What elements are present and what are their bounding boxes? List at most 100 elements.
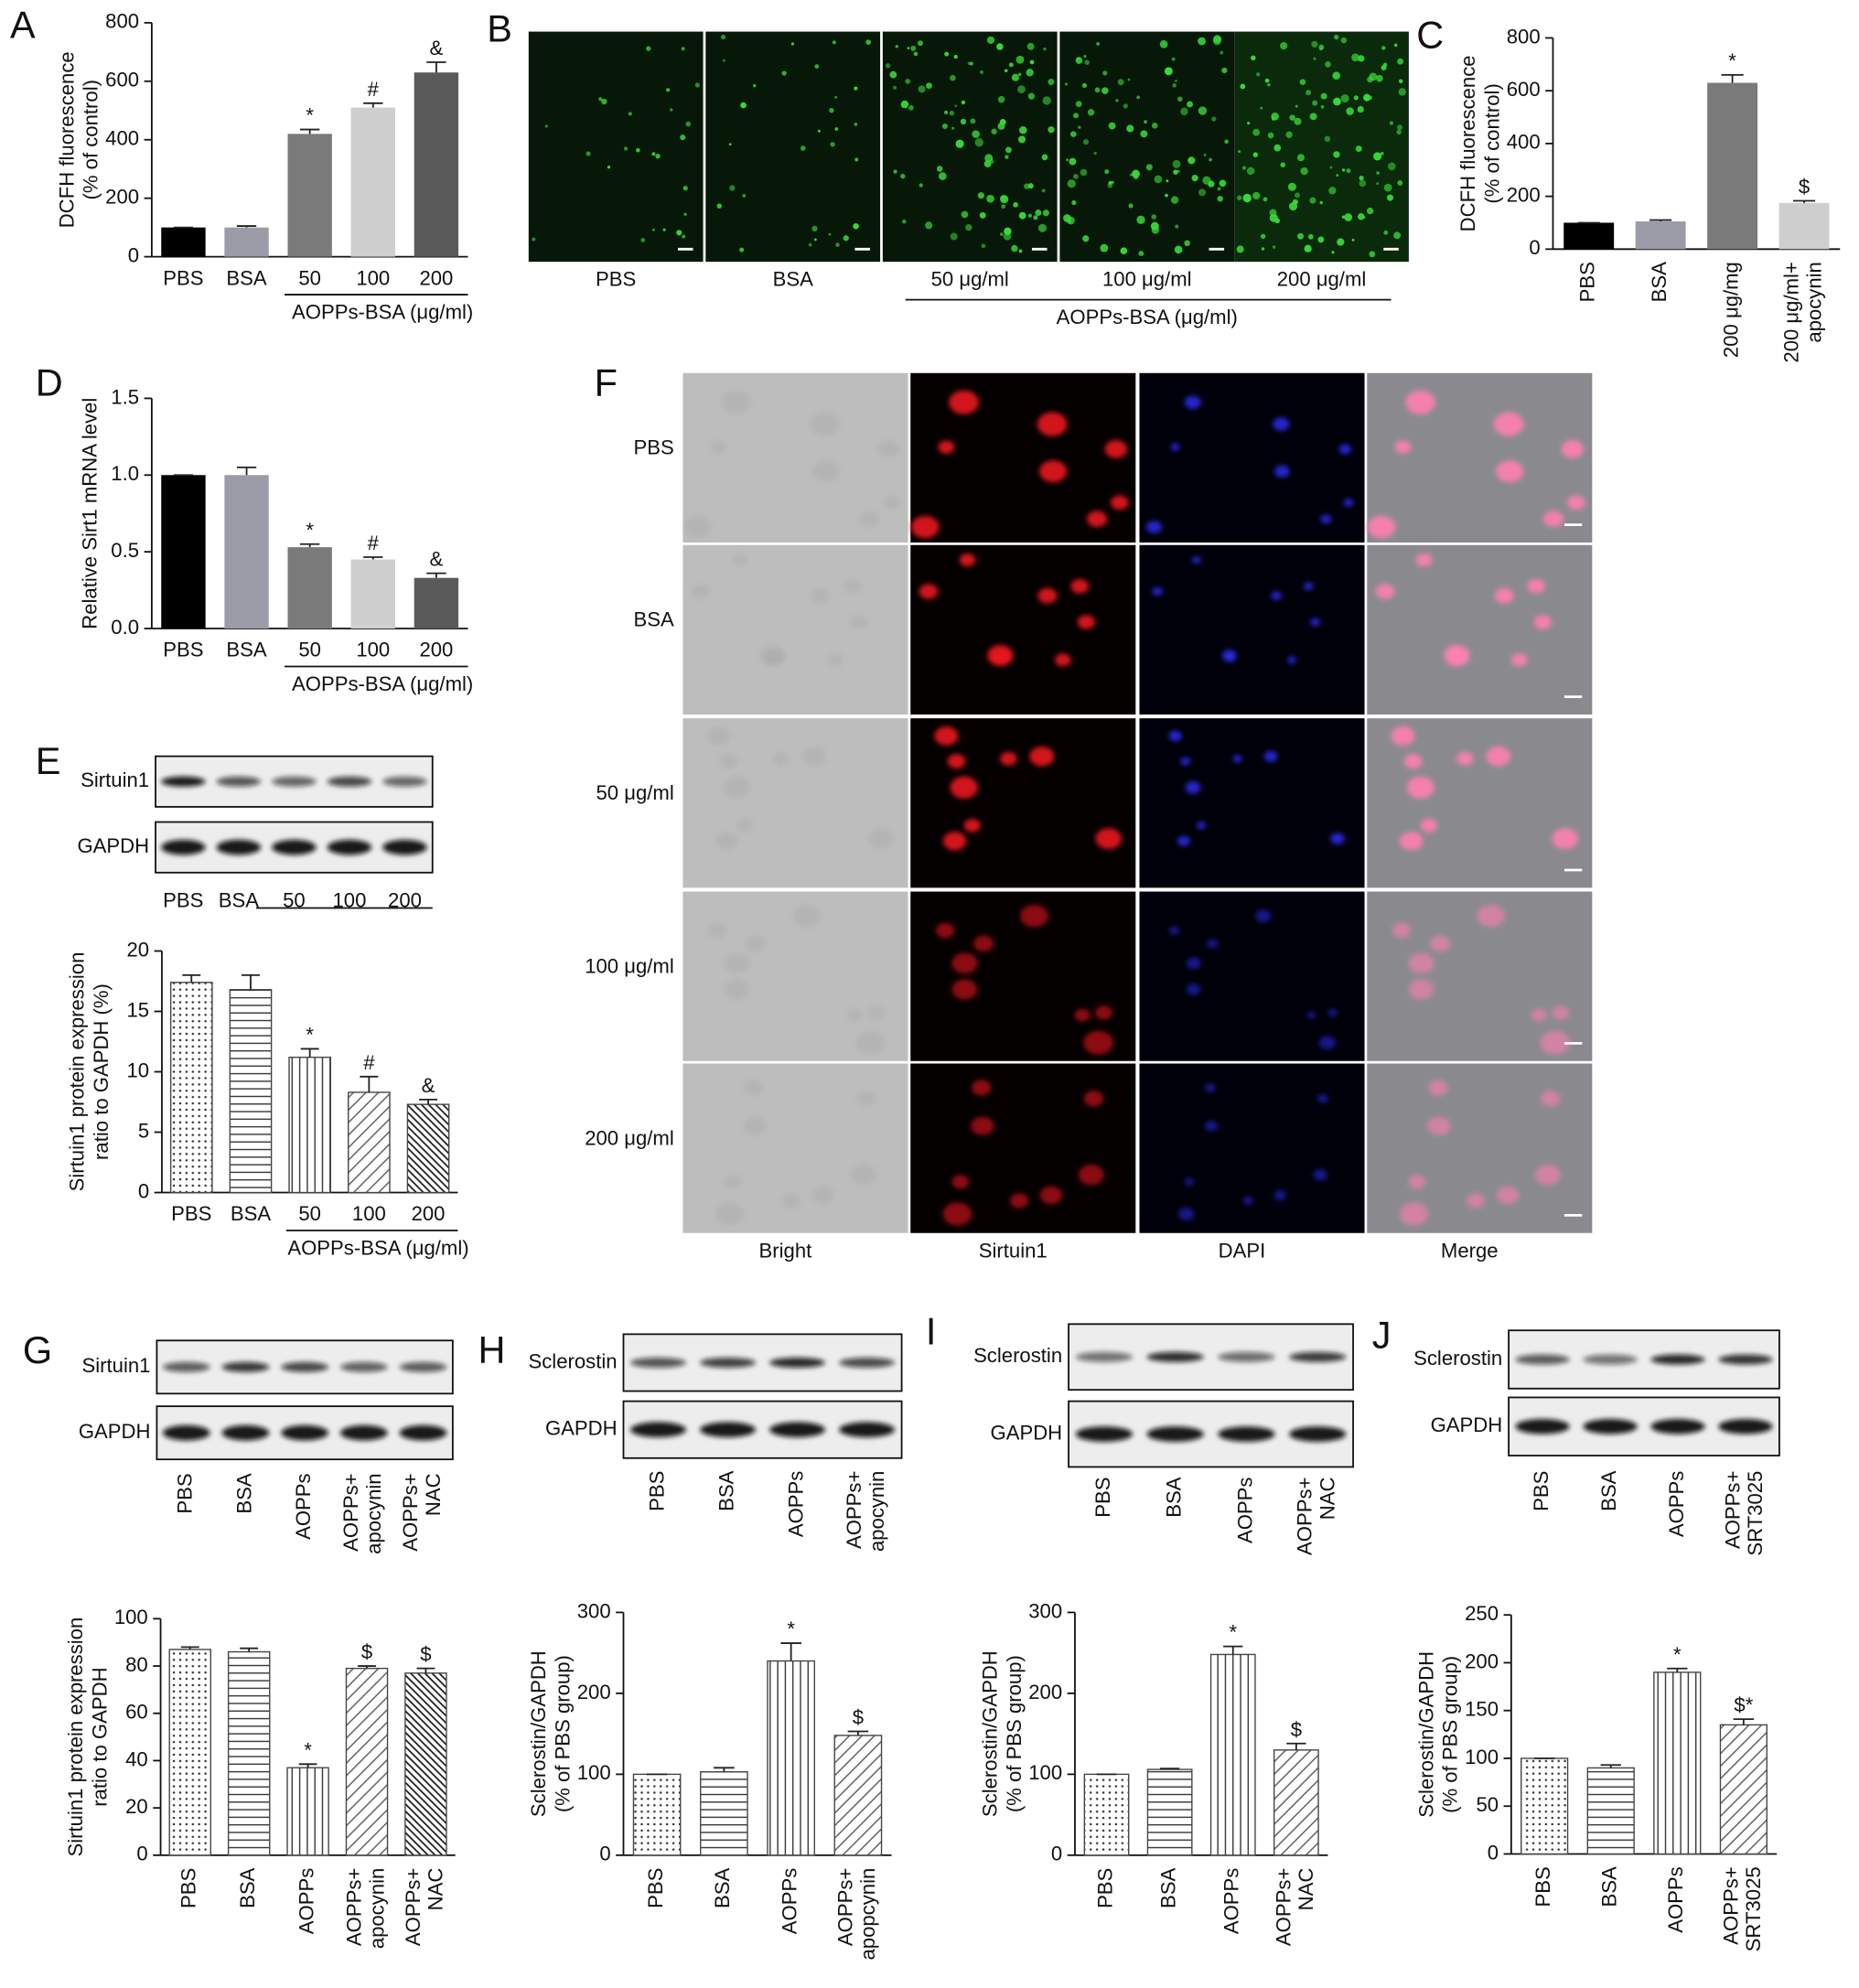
group-label: AOPPs-BSA (μg/ml) bbox=[287, 1237, 468, 1260]
cell bbox=[1144, 120, 1147, 124]
blot-row-label: Sclerostin bbox=[528, 1349, 617, 1372]
cell bbox=[1388, 162, 1396, 171]
x-tick-label: SRT3025 bbox=[1742, 1866, 1765, 1951]
cell bbox=[722, 776, 751, 799]
cell bbox=[918, 40, 923, 47]
y-tick-label: 60 bbox=[125, 1701, 148, 1724]
cell bbox=[1456, 751, 1474, 766]
x-tick-label: AOPPs+ bbox=[339, 1473, 362, 1551]
error-bar bbox=[360, 1075, 379, 1092]
cells bbox=[1168, 909, 1338, 1049]
x-tick-label: AOPPs+ bbox=[843, 1471, 865, 1549]
bar bbox=[169, 982, 213, 1194]
cell bbox=[814, 64, 820, 69]
y-tick-label: 40 bbox=[125, 1747, 148, 1770]
cell bbox=[607, 166, 611, 169]
error-bar bbox=[1721, 73, 1744, 83]
significance-mark: * bbox=[306, 519, 314, 542]
x-tick-label: 50 bbox=[298, 1202, 321, 1225]
bands bbox=[630, 1357, 895, 1368]
error-bar bbox=[300, 543, 320, 548]
error-bar bbox=[1223, 1645, 1243, 1655]
cell bbox=[949, 390, 979, 414]
cell bbox=[1338, 444, 1351, 455]
cell bbox=[1274, 465, 1290, 478]
cell bbox=[971, 1116, 994, 1135]
band bbox=[162, 1361, 210, 1372]
cell bbox=[889, 70, 897, 79]
bar bbox=[345, 1667, 389, 1856]
x-tick-label: 100 bbox=[356, 639, 390, 661]
cell bbox=[1172, 83, 1177, 88]
cell bbox=[1151, 122, 1158, 129]
significance-mark: $ bbox=[1799, 176, 1810, 199]
band bbox=[1650, 1418, 1705, 1435]
cell bbox=[1174, 245, 1183, 254]
cell bbox=[1184, 240, 1190, 247]
cell bbox=[1029, 59, 1035, 65]
cell bbox=[811, 225, 818, 232]
significance-mark: * bbox=[1728, 49, 1736, 72]
cell bbox=[1145, 164, 1153, 171]
cell bbox=[1082, 235, 1090, 242]
cell bbox=[1366, 207, 1374, 215]
cell bbox=[1095, 828, 1123, 850]
micrograph bbox=[1139, 544, 1365, 715]
cell bbox=[827, 653, 844, 667]
bands bbox=[162, 1424, 447, 1441]
cell bbox=[1263, 197, 1268, 202]
bands bbox=[630, 1422, 895, 1438]
cell bbox=[715, 832, 739, 851]
cell bbox=[1048, 78, 1055, 86]
cell bbox=[811, 460, 840, 483]
cell bbox=[1198, 106, 1208, 115]
x-tick-label: BSA bbox=[1156, 1867, 1179, 1907]
cell bbox=[1240, 83, 1246, 90]
cell bbox=[715, 1202, 745, 1226]
bar bbox=[1083, 1773, 1130, 1856]
micrograph bbox=[1139, 718, 1365, 888]
cell bbox=[1353, 95, 1359, 101]
cell bbox=[1261, 247, 1265, 251]
y-tick-label: 0 bbox=[136, 1843, 147, 1865]
bands bbox=[161, 839, 427, 855]
group-label: AOPPs-BSA (μg/ml) bbox=[1057, 306, 1238, 328]
cell bbox=[910, 45, 917, 51]
cell bbox=[1224, 139, 1229, 145]
cell bbox=[1242, 193, 1252, 203]
y-tick-label: 800 bbox=[105, 10, 139, 33]
cell bbox=[1408, 1175, 1426, 1189]
cell bbox=[1272, 245, 1276, 249]
error-bar bbox=[363, 102, 383, 108]
cell bbox=[1132, 169, 1140, 178]
image-label: 100 μg/ml bbox=[1102, 268, 1192, 291]
panel-letter: D bbox=[36, 361, 63, 404]
cell bbox=[666, 88, 671, 92]
cell bbox=[1271, 113, 1279, 121]
cells bbox=[706, 726, 895, 851]
cell bbox=[1346, 168, 1351, 174]
cell bbox=[1269, 209, 1277, 217]
bar bbox=[833, 1735, 883, 1856]
cell bbox=[1128, 203, 1134, 209]
cell bbox=[772, 751, 790, 766]
error-bar bbox=[236, 467, 257, 476]
x-tick-label: BSA bbox=[1597, 1470, 1620, 1510]
cell bbox=[1042, 210, 1049, 217]
cell bbox=[1295, 104, 1298, 108]
cell bbox=[1320, 105, 1325, 109]
blot-row-label: GAPDH bbox=[1431, 1413, 1503, 1436]
cell bbox=[662, 228, 666, 231]
cell bbox=[1309, 113, 1317, 121]
cell bbox=[1186, 983, 1201, 995]
cell bbox=[1263, 750, 1278, 762]
y-tick-label: 100 bbox=[577, 1761, 611, 1784]
band bbox=[1075, 1426, 1134, 1442]
cell bbox=[1083, 1030, 1113, 1055]
cell bbox=[1065, 82, 1069, 86]
cell bbox=[1083, 1091, 1104, 1107]
cell bbox=[1246, 167, 1255, 176]
cell bbox=[1037, 223, 1047, 232]
cell bbox=[942, 832, 967, 851]
cell bbox=[1420, 819, 1437, 833]
